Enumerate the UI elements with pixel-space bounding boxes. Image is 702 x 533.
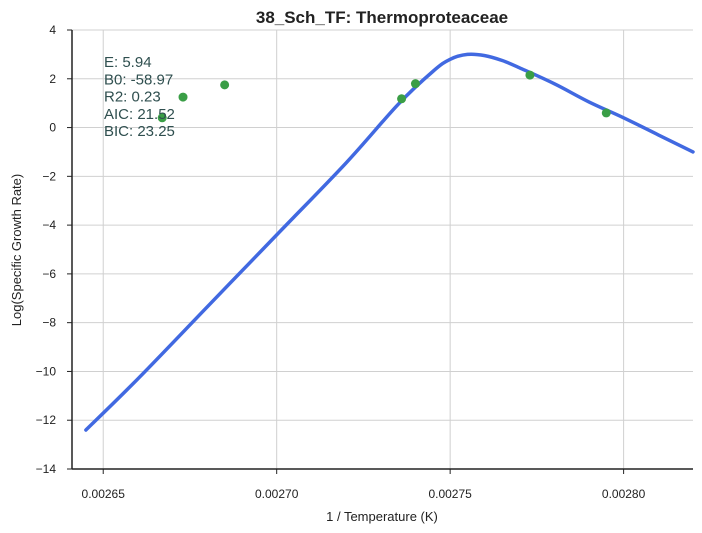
y-axis-label: Log(Specific Growth Rate): [9, 174, 24, 326]
y-tick-label: −14: [36, 462, 57, 476]
y-tick-label: −8: [42, 316, 56, 330]
axes: [71, 30, 693, 470]
x-ticks: 0.00265 0.00270 0.00275 0.00280: [82, 469, 646, 501]
annotation-line: R2: 0.23: [104, 89, 161, 106]
fit-curve-layer: [84, 52, 695, 432]
data-point: [525, 70, 535, 80]
grid: [72, 29, 693, 470]
annotation-line: BIC: 23.25: [104, 123, 175, 140]
y-tick-label: −2: [42, 169, 56, 183]
data-point: [397, 94, 407, 104]
y-tick-label: 2: [49, 72, 56, 86]
data-point: [220, 80, 230, 90]
x-tick-label: 0.00280: [602, 487, 646, 501]
x-tick-label: 0.00265: [82, 487, 126, 501]
x-tick-label: 0.00275: [428, 487, 472, 501]
annotation-line: B0: -58.97: [104, 71, 173, 88]
y-tick-label: −4: [42, 218, 56, 232]
y-tick-label: 4: [49, 23, 56, 37]
x-tick-label: 0.00270: [255, 487, 299, 501]
y-tick-label: −12: [36, 413, 57, 427]
data-point: [157, 113, 167, 123]
x-axis-label: 1 / Temperature (K): [326, 509, 438, 524]
data-point: [410, 79, 420, 89]
y-tick-label: 0: [49, 121, 56, 135]
data-points-layer: [157, 70, 611, 123]
data-point: [601, 108, 611, 118]
y-tick-label: −6: [42, 267, 56, 281]
annotation-line: AIC: 21.52: [104, 106, 175, 123]
y-tick-label: −10: [36, 364, 57, 378]
chart-title: 38_Sch_TF: Thermoproteaceae: [256, 8, 508, 27]
annotation-line: E: 5.94: [104, 54, 152, 71]
fit-curve-line: [84, 52, 695, 432]
data-point: [178, 92, 188, 102]
y-ticks: 4 2 0 −2 −4 −6 −8 −10 −12 −14: [36, 23, 72, 476]
